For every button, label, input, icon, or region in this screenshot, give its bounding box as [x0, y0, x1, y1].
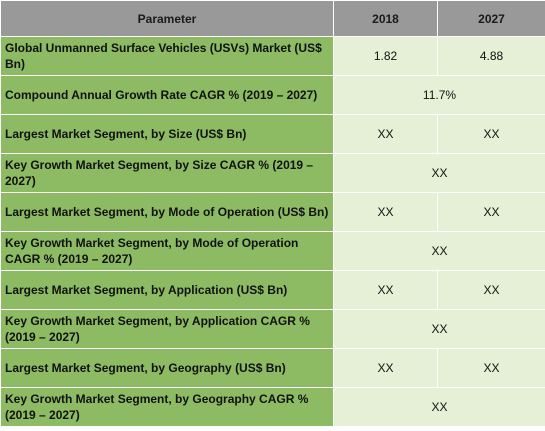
row-parameter: Compound Annual Growth Rate CAGR % (2019… — [0, 75, 334, 115]
value-2027: XX — [437, 114, 545, 154]
table-row: Key Growth Market Segment, by Applicatio… — [0, 309, 545, 349]
value-merged: XX — [333, 231, 545, 271]
header-parameter: Parameter — [0, 0, 334, 37]
row-parameter: Key Growth Market Segment, by Size CAGR … — [0, 153, 334, 193]
value-2027: 4.88 — [437, 36, 545, 76]
row-parameter: Global Unmanned Surface Vehicles (USVs) … — [0, 36, 334, 76]
value-2027: XX — [437, 192, 545, 232]
value-2027: XX — [437, 270, 545, 310]
value-2027: XX — [437, 348, 545, 388]
table-row: Largest Market Segment, by Application (… — [0, 270, 545, 310]
value-2018: XX — [333, 270, 438, 310]
table-row: Key Growth Market Segment, by Size CAGR … — [0, 153, 545, 193]
row-parameter: Largest Market Segment, by Application (… — [0, 270, 334, 310]
row-parameter: Largest Market Segment, by Mode of Opera… — [0, 192, 334, 232]
value-merged: 11.7% — [333, 75, 545, 115]
value-2018: XX — [333, 114, 438, 154]
table-row: Largest Market Segment, by Mode of Opera… — [0, 192, 545, 232]
row-parameter: Key Growth Market Segment, by Mode of Op… — [0, 231, 334, 271]
row-parameter: Largest Market Segment, by Geography (US… — [0, 348, 334, 388]
value-merged: XX — [333, 153, 545, 193]
value-2018: 1.82 — [333, 36, 438, 76]
value-merged: XX — [333, 309, 545, 349]
table-row: Global Unmanned Surface Vehicles (USVs) … — [0, 36, 545, 76]
row-parameter: Largest Market Segment, by Size (US$ Bn) — [0, 114, 334, 154]
value-2018: XX — [333, 348, 438, 388]
table-row: Key Growth Market Segment, by Geography … — [0, 387, 545, 427]
header-2018: 2018 — [333, 0, 438, 37]
table-row: Largest Market Segment, by Size (US$ Bn)… — [0, 114, 545, 154]
row-parameter: Key Growth Market Segment, by Geography … — [0, 387, 334, 427]
row-parameter: Key Growth Market Segment, by Applicatio… — [0, 309, 334, 349]
value-merged: XX — [333, 387, 545, 427]
header-2027: 2027 — [437, 0, 545, 37]
table-row: Largest Market Segment, by Geography (US… — [0, 348, 545, 388]
table-row: Compound Annual Growth Rate CAGR % (2019… — [0, 75, 545, 115]
value-2018: XX — [333, 192, 438, 232]
table-row: Key Growth Market Segment, by Mode of Op… — [0, 231, 545, 271]
